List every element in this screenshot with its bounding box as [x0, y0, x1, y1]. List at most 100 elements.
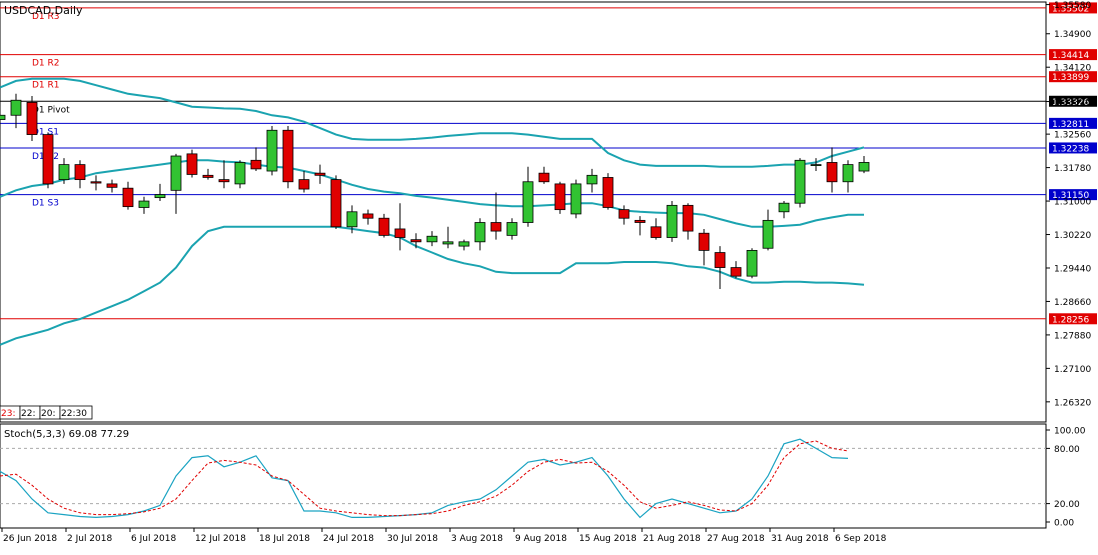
candle-bull [426, 235, 438, 243]
session-badge-label: 22: [21, 409, 35, 419]
candle-bull [794, 159, 806, 204]
bollinger-upper [0, 77, 865, 168]
time-tick-label: 2 Jul 2018 [67, 534, 112, 544]
candle-bear [298, 179, 310, 190]
price-tick-label: 1.32560 [1054, 131, 1091, 141]
level-price-badge [1049, 142, 1097, 154]
candle-bull [474, 222, 486, 243]
price-tick-label: 1.30220 [1054, 231, 1091, 241]
time-tick-label: 27 Aug 2018 [707, 534, 765, 544]
session-badge-label: 23: [1, 409, 15, 419]
price-panel-frame [0, 1, 1047, 423]
level-label: D1 Pivot [32, 105, 70, 115]
candle-bull [58, 164, 70, 181]
candle-bull [570, 183, 582, 215]
bollinger-middle [0, 159, 864, 228]
level-price-badge [1049, 2, 1097, 14]
candle-bear [202, 174, 214, 178]
price-tick-label: 1.34900 [1054, 30, 1091, 40]
candle-bull [154, 194, 166, 199]
stochastic-title: Stoch(5,3,3) 69.08 77.29 [4, 429, 129, 440]
candle-bull [586, 174, 598, 185]
candle-bear [538, 172, 550, 183]
price-tick-label: 1.27100 [1054, 365, 1091, 375]
candle-bull [858, 162, 870, 172]
level-price-badge-label: 1.34414 [1052, 51, 1089, 61]
time-tick-label: 6 Jul 2018 [131, 534, 176, 544]
candle-bull [346, 211, 358, 228]
candle-bull [522, 181, 534, 223]
time-tick-label: 30 Jul 2018 [387, 534, 438, 544]
level-label: D1 R2 [32, 59, 60, 69]
level-price-badge-label: 1.31150 [1052, 191, 1089, 201]
time-tick-label: 6 Sep 2018 [835, 534, 887, 544]
candle-bear [186, 153, 198, 175]
stochastic-tick-label: 20.00 [1054, 500, 1080, 510]
stochastic-tick-label: 100.00 [1054, 427, 1086, 437]
candle-bull [234, 162, 246, 185]
level-price-badge [1049, 189, 1097, 201]
price-axis[interactable]: 1.35502 1.34414 1.33899 1.33326 1.32811 1.322… [1046, 1, 1097, 408]
candle-bull [442, 241, 454, 245]
time-tick-label: 24 Jul 2018 [323, 534, 374, 544]
stochastic-tick-label: 80.00 [1054, 445, 1080, 455]
stochastic-lines [0, 438, 849, 519]
candle-bear [554, 183, 566, 211]
price-tick-label: 1.28660 [1054, 298, 1091, 308]
time-axis[interactable]: 26 Jun 2018 2 Jul 2018 6 Jul 2018 12 Jul 20… [0, 527, 1046, 544]
candle-bear [330, 179, 342, 228]
level-price-badge [1049, 71, 1097, 83]
candle-bear [602, 177, 614, 208]
level-price-badge-label: 1.35502 [1052, 4, 1089, 14]
stochastic-signal-line [0, 440, 849, 517]
candle-bull [666, 204, 678, 238]
candle-bear [122, 187, 134, 208]
stochastic-axis[interactable]: 100.00 80.00 20.00 0.00 [1046, 427, 1086, 529]
candle-bear [250, 159, 262, 170]
session-badge-label: 20: [41, 409, 55, 419]
candle-bear [106, 183, 118, 188]
candlesticks [0, 93, 870, 290]
session-badge [59, 405, 93, 420]
candle-bear [90, 181, 102, 184]
candle-bull [762, 219, 774, 249]
symbol-title: USDCAD,Daily [4, 4, 83, 17]
candle-bull [506, 222, 518, 236]
candle-bull [0, 114, 6, 120]
level-price-badge [1049, 49, 1097, 61]
time-tick-label: 9 Aug 2018 [515, 534, 567, 544]
level-price-badge-label: 1.33326 [1052, 98, 1089, 108]
candle-bear [74, 164, 86, 181]
level-price-badge-label: 1.32238 [1052, 144, 1089, 154]
level-price-badge-label: 1.33899 [1052, 73, 1089, 83]
candle-bull [266, 129, 278, 172]
candle-bull [810, 164, 822, 166]
candle-bear [650, 226, 662, 238]
session-badge-label: 22:30 [61, 409, 87, 419]
time-tick-label: 15 Aug 2018 [579, 534, 637, 544]
candle-bear [314, 172, 326, 176]
candle-bear [378, 217, 390, 236]
candle-bear [618, 209, 630, 219]
level-label: D1 S1 [32, 127, 59, 137]
candle-bear [490, 222, 502, 232]
time-tick-label: 3 Aug 2018 [451, 534, 503, 544]
price-tick-label: 1.31780 [1054, 164, 1091, 174]
session-labels: 23: 22: 20: 22:30 [0, 405, 93, 420]
candle-bull [458, 241, 470, 247]
level-label: D1 R1 [32, 81, 60, 91]
price-tick-label: 1.27880 [1054, 331, 1091, 341]
level-price-badge [1049, 95, 1097, 107]
candle-bear [410, 239, 422, 243]
candle-bear [698, 232, 710, 251]
candle-bear [362, 213, 374, 219]
level-price-badge [1049, 313, 1097, 325]
price-tick-label: 1.29440 [1054, 264, 1091, 274]
candle-bear [826, 162, 838, 183]
candle-bear [682, 204, 694, 232]
price-tick-label: 1.33320 [1054, 98, 1091, 108]
candle-bull [10, 99, 22, 116]
